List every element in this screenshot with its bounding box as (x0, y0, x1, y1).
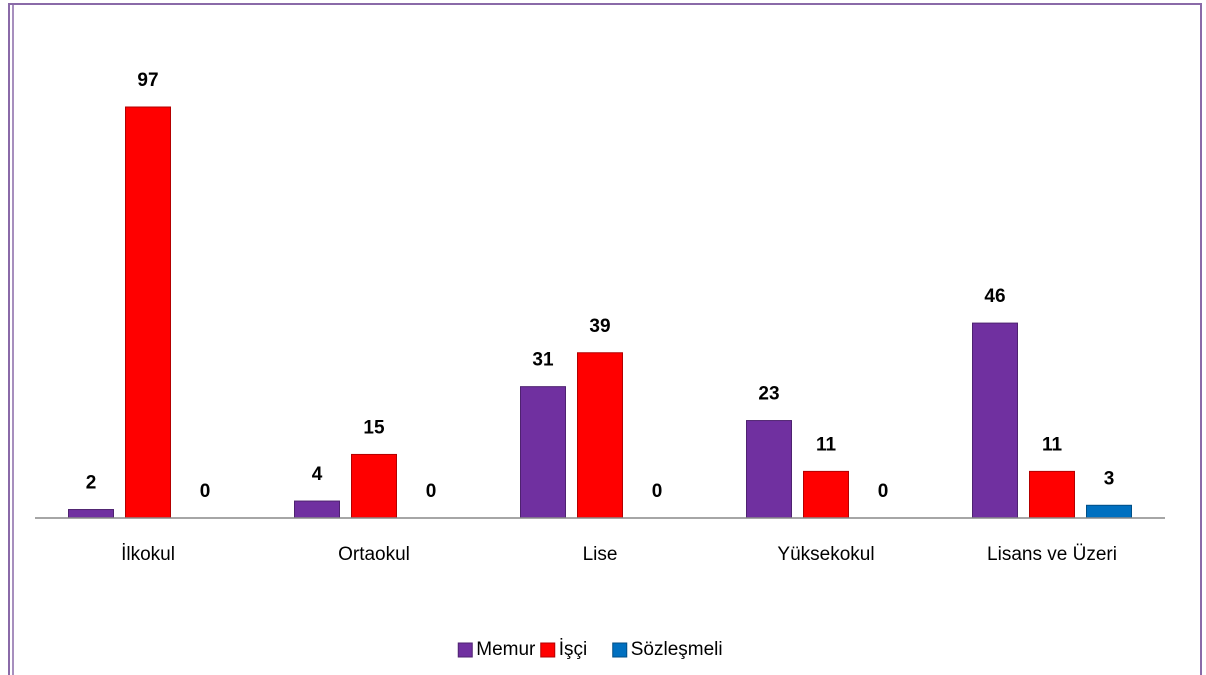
data-label: 11 (816, 434, 837, 455)
bar (68, 509, 114, 519)
data-label: 0 (426, 481, 437, 502)
bar (1086, 504, 1132, 519)
bar (1029, 470, 1075, 519)
bar (294, 500, 340, 519)
bar (746, 420, 792, 519)
x-tick-label: Lisans ve Üzeri (987, 544, 1117, 565)
bar (351, 453, 397, 519)
bar (972, 322, 1018, 519)
x-tick-label: İlkokul (121, 544, 175, 565)
data-label: 15 (363, 417, 385, 438)
data-label: 0 (878, 481, 889, 502)
legend-label: Memur (476, 639, 536, 660)
x-tick-label: Yüksekokul (777, 544, 874, 565)
legend-swatch (612, 642, 628, 658)
legend-label: Sözleşmeli (631, 639, 723, 660)
data-label: 23 (758, 384, 779, 405)
bar (577, 352, 623, 519)
data-label: 4 (312, 464, 323, 485)
x-tick-label: Ortaokul (338, 544, 410, 565)
data-label: 0 (200, 481, 211, 502)
data-label: 3 (1104, 468, 1115, 489)
data-label: 97 (137, 70, 158, 91)
data-label: 2 (86, 473, 97, 494)
legend-swatch (540, 642, 556, 658)
data-label: 0 (652, 481, 663, 502)
x-tick-label: Lise (583, 544, 618, 565)
data-label: 11 (1042, 434, 1063, 455)
bar (125, 106, 171, 519)
bar (803, 470, 849, 519)
data-label: 46 (984, 286, 1005, 307)
data-label: 31 (532, 350, 554, 371)
legend-label: İşçi (559, 639, 588, 660)
frame (8, 3, 1202, 675)
legend-swatch (457, 642, 473, 658)
bar (520, 386, 566, 519)
data-label: 39 (589, 316, 610, 337)
